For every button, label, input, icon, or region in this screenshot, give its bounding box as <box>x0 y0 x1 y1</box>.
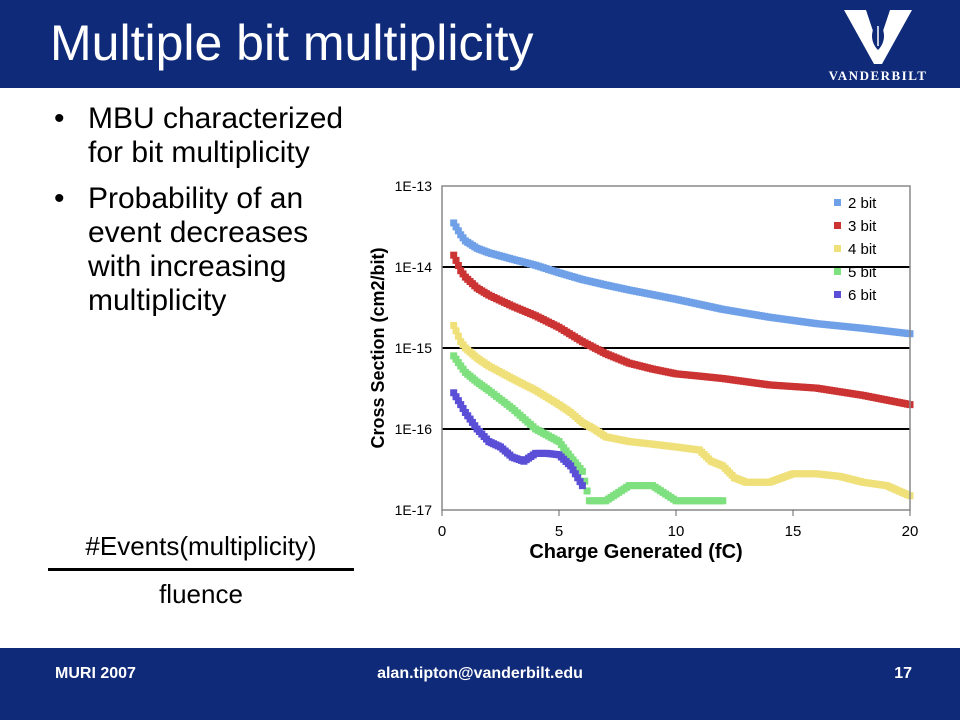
legend-marker <box>834 291 841 298</box>
y-tick-label: 1E-17 <box>395 502 433 518</box>
x-tick-label: 0 <box>438 523 446 540</box>
legend-label: 3 bit <box>848 218 877 235</box>
data-point <box>454 262 462 270</box>
bullet-item: Probability of an event decreases with i… <box>50 182 350 318</box>
oak-leaf-v-icon <box>844 10 912 64</box>
data-point <box>450 321 458 329</box>
fraction-bar <box>48 568 354 571</box>
legend-label: 6 bit <box>848 287 877 304</box>
footer-band: MURI 2007 alan.tipton@vanderbilt.edu 17 <box>0 648 960 720</box>
legend-marker <box>834 222 841 229</box>
data-point <box>452 393 460 401</box>
formula-numerator: #Events(multiplicity) <box>85 531 317 561</box>
bullet-item: MBU characterized for bit multiplicity <box>50 102 350 170</box>
data-point <box>452 256 460 264</box>
formula-denominator: fluence <box>159 579 243 609</box>
series-6-bit <box>450 389 586 490</box>
data-point <box>569 466 577 474</box>
data-point <box>574 474 582 482</box>
data-point <box>459 405 467 413</box>
data-point <box>581 477 589 485</box>
legend-label: 5 bit <box>848 264 877 281</box>
series-3-bit <box>450 251 914 409</box>
y-axis-label: Cross Section (cm2/bit) <box>368 247 388 448</box>
slide-number: 17 <box>894 665 912 682</box>
data-point <box>457 401 465 409</box>
footer-event: MURI 2007 <box>55 665 136 682</box>
logo-wordmark: VANDERBILT <box>828 68 928 83</box>
data-point <box>450 389 458 397</box>
x-tick-label: 15 <box>785 523 802 540</box>
footer-email: alan.tipton@vanderbilt.edu <box>377 665 583 682</box>
data-point <box>719 497 727 505</box>
y-tick-label: 1E-14 <box>395 259 433 275</box>
data-point <box>450 251 458 259</box>
data-point <box>454 397 462 405</box>
series-2-bit <box>450 219 914 338</box>
data-point <box>452 223 460 231</box>
data-point <box>450 219 458 227</box>
data-point <box>567 462 575 470</box>
y-tick-label: 1E-16 <box>395 421 433 437</box>
slide-title: Multiple bit multiplicity <box>50 15 534 71</box>
x-tick-label: 10 <box>668 523 685 540</box>
x-tick-label: 20 <box>902 523 919 540</box>
series-4-bit <box>450 321 914 500</box>
data-point <box>578 467 586 475</box>
legend-marker <box>834 245 841 252</box>
chart-legend: 2 bit 3 bit 4 bit 5 bit 6 bit <box>834 195 877 304</box>
y-tick-label: 1E-13 <box>395 178 433 194</box>
bullet-list: MBU characterized for bit multiplicity P… <box>50 102 350 330</box>
data-point <box>452 327 460 335</box>
title-band <box>0 0 960 88</box>
y-tick-label: 1E-15 <box>395 340 433 356</box>
data-point <box>571 470 579 478</box>
legend-label: 4 bit <box>848 241 877 258</box>
data-point <box>454 332 462 340</box>
x-tick-label: 5 <box>555 523 563 540</box>
legend-marker <box>834 268 841 275</box>
cross-section-chart: 1E-17 1E-16 1E-15 1E-14 1E-13 0 5 10 15 20 Charg… <box>368 178 919 563</box>
vanderbilt-logo: VANDERBILT <box>808 6 948 84</box>
formula: #Events(multiplicity) fluence <box>48 531 354 610</box>
series-5-bit <box>450 352 727 505</box>
x-axis-label: Charge Generated (fC) <box>529 541 742 563</box>
data-point <box>576 478 584 486</box>
legend-label: 2 bit <box>848 195 877 212</box>
data-point <box>578 482 586 490</box>
legend-marker <box>834 199 841 206</box>
data-point <box>454 227 462 235</box>
data-point <box>583 487 591 495</box>
